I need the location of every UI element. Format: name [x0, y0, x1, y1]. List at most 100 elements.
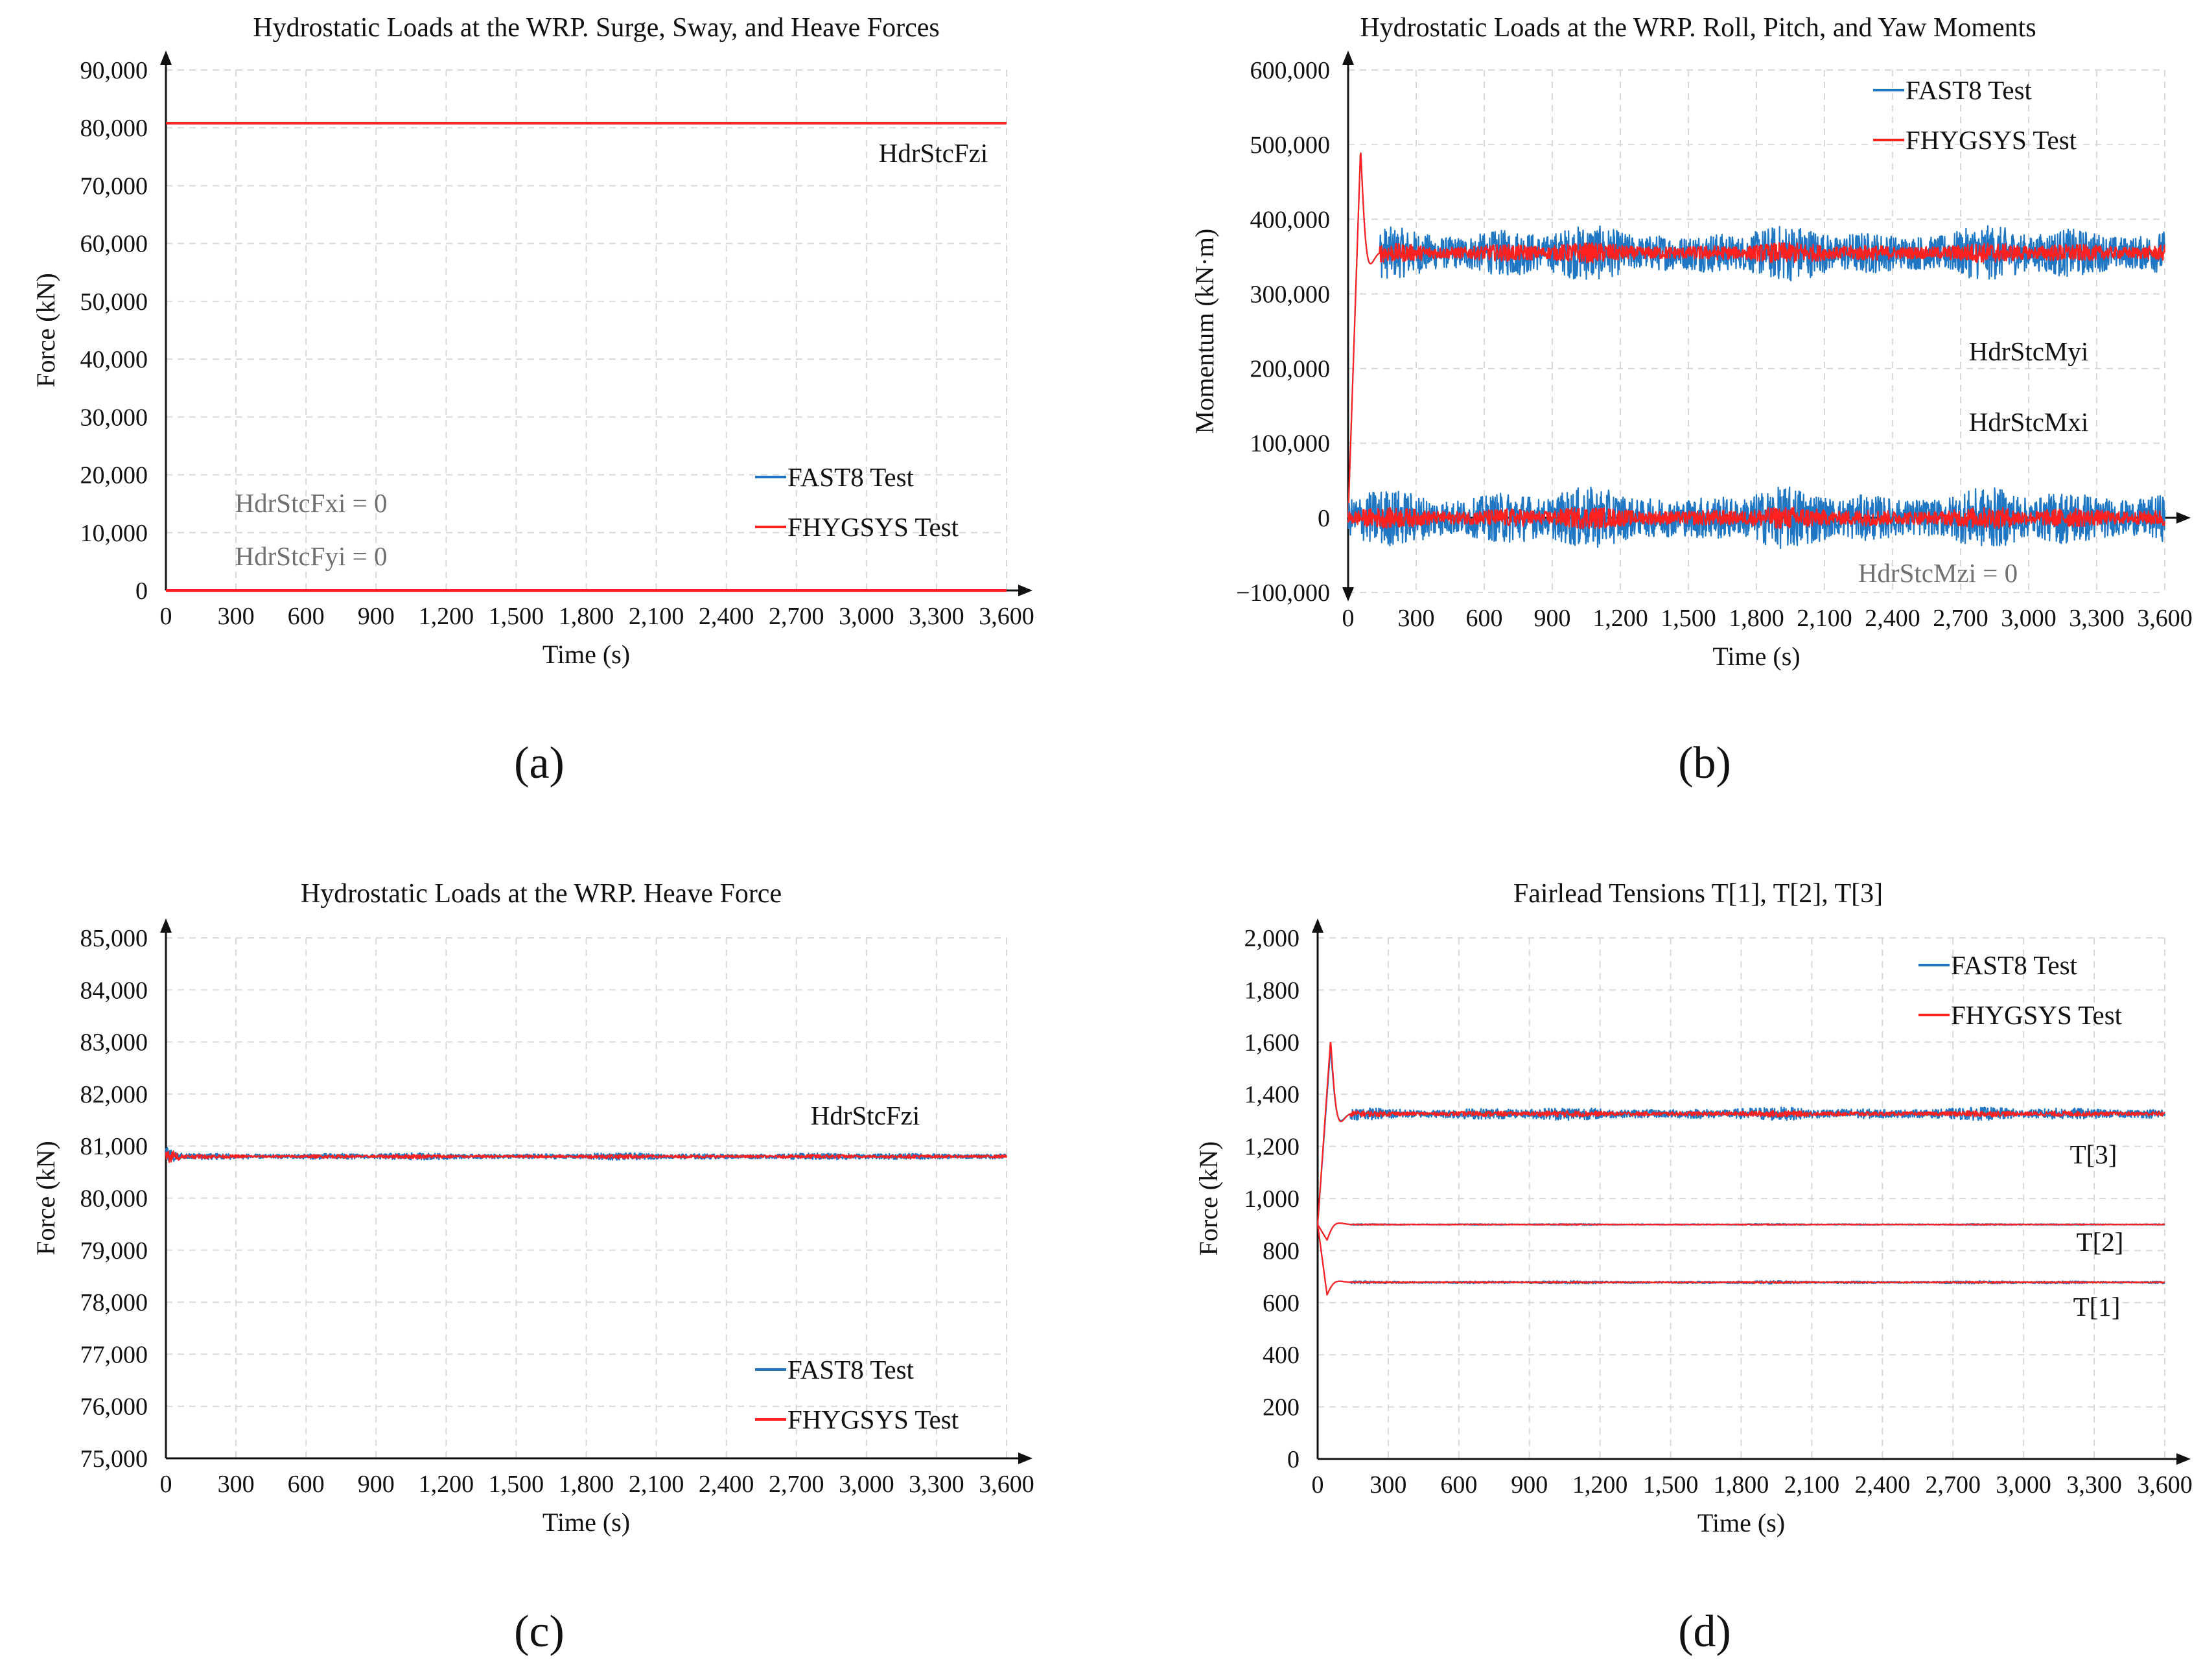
x-tick-label: 300 — [1370, 1471, 1406, 1499]
x-tick-label: 1,200 — [1572, 1471, 1628, 1499]
series-annotation: HdrStcMyi — [1969, 336, 2089, 366]
chart-title: Fairlead Tensions T[1], T[2], T[3] — [1513, 879, 1883, 909]
x-tick-label: 900 — [1511, 1471, 1548, 1499]
x-tick-label: 3,000 — [839, 603, 894, 630]
y-tick-label: 0 — [1287, 1446, 1300, 1473]
chart-a: 0 300 600 900 1,200 1,500 1,800 2,100 2,400 2,700… — [31, 13, 1034, 788]
series-line-hdrstcmxi-fast8 — [1347, 486, 2166, 550]
y-tick-label: 400 — [1263, 1342, 1300, 1369]
x-tick-label: 600 — [1440, 1471, 1477, 1499]
y-tick-label: 10,000 — [80, 520, 148, 547]
series-annotation: T[3] — [2070, 1139, 2117, 1169]
x-tick-label: 2,400 — [1865, 605, 1920, 632]
series-line-t-1--fhygsys — [1316, 1224, 2165, 1296]
x-tick-label: 3,300 — [909, 603, 964, 630]
series-annotation: HdrStcFyi = 0 — [235, 541, 388, 571]
series-annotation: T[1] — [2073, 1292, 2121, 1322]
y-tick-label: 82,000 — [80, 1081, 148, 1108]
chart-b: 0 300 600 900 1,200 1,500 1,800 2,100 2,400 2,700… — [1190, 13, 2193, 788]
y-tick-label: 1,600 — [1244, 1029, 1300, 1056]
y-tick-label: −100,000 — [1236, 579, 1330, 607]
x-tick-label: 3,600 — [979, 1471, 1034, 1498]
series-annotation: HdrStcFxi = 0 — [235, 488, 388, 518]
x-tick-label: 2,100 — [1797, 605, 1852, 632]
y-tick-label: 90,000 — [80, 57, 148, 84]
y-tick-label: 300,000 — [1250, 281, 1331, 308]
series-annotation: HdrStcFzi — [879, 138, 988, 168]
series-line-hdrstcfzi-fhygsys — [165, 1150, 1008, 1163]
x-tick-label: 0 — [160, 1471, 172, 1498]
y-tick-label: 1,400 — [1244, 1081, 1300, 1108]
y-tick-label: 20,000 — [80, 462, 148, 489]
chart-d: 0 300 600 900 1,200 1,500 1,800 2,100 2,400 2,700… — [1194, 879, 2193, 1657]
x-tick-label: 2,400 — [699, 603, 754, 630]
y-axis-label: Momentum (kN·m) — [1190, 229, 1219, 434]
y-tick-label: 500,000 — [1250, 132, 1331, 159]
y-tick-label: 1,800 — [1244, 977, 1300, 1004]
y-tick-label: 83,000 — [80, 1029, 148, 1056]
x-tick-label: 2,700 — [1926, 1471, 1981, 1499]
series-line-hdrstcmyi-fhygsys — [1347, 152, 2166, 518]
x-tick-label: 2,400 — [699, 1471, 754, 1498]
y-axis-arrow — [160, 918, 172, 933]
series-line-t-3--fhygsys — [1316, 1042, 2165, 1225]
x-tick-label: 2,400 — [1855, 1471, 1911, 1499]
x-tick-label: 1,200 — [419, 1471, 474, 1498]
x-tick-label: 1,800 — [1714, 1471, 1769, 1499]
x-tick-label: 2,700 — [769, 603, 824, 630]
x-axis-label: Time (s) — [1712, 642, 1800, 671]
x-tick-label: 2,100 — [629, 1471, 684, 1498]
x-axis-label: Time (s) — [1697, 1508, 1785, 1537]
y-tick-label: 81,000 — [80, 1133, 148, 1160]
legend-label: FAST8 Test — [787, 1355, 915, 1384]
series-annotation: HdrStcMxi — [1969, 407, 2089, 437]
x-tick-label: 0 — [1312, 1471, 1324, 1499]
y-tick-label: 200,000 — [1250, 356, 1331, 383]
panel-label: (d) — [1678, 1607, 1731, 1657]
y-tick-label: 1,000 — [1244, 1185, 1300, 1213]
legend-label: FAST8 Test — [787, 462, 915, 492]
x-axis-label: Time (s) — [542, 1508, 630, 1537]
x-tick-label: 3,300 — [2069, 605, 2125, 632]
series-annotation: HdrStcFzi — [811, 1101, 920, 1130]
y-axis-arrow — [1342, 51, 1354, 65]
y-tick-label: 40,000 — [80, 346, 148, 373]
y-axis-arrow-down — [1342, 587, 1354, 601]
chart-title: Hydrostatic Loads at the WRP. Roll, Pitc… — [1360, 13, 2036, 43]
x-tick-label: 1,800 — [559, 603, 614, 630]
y-tick-label: 0 — [1318, 505, 1330, 532]
x-tick-label: 2,700 — [1933, 605, 1988, 632]
x-tick-label: 3,000 — [839, 1471, 894, 1498]
x-tick-label: 3,300 — [2066, 1471, 2122, 1499]
x-tick-label: 600 — [288, 603, 325, 630]
x-tick-label: 1,800 — [559, 1471, 614, 1498]
y-tick-label: 70,000 — [80, 172, 148, 200]
x-axis-arrow — [1018, 1452, 1032, 1464]
x-tick-label: 0 — [1342, 605, 1355, 632]
legend-label: FHYGSYS Test — [787, 1405, 959, 1434]
y-tick-label: 1,200 — [1244, 1134, 1300, 1161]
series-line-hdrstcmyi-fast8 — [1347, 152, 2166, 518]
x-tick-label: 900 — [1534, 605, 1571, 632]
y-tick-label: 2,000 — [1244, 925, 1300, 952]
chart-title: Hydrostatic Loads at the WRP. Heave Forc… — [301, 879, 782, 909]
x-tick-label: 300 — [218, 1471, 255, 1498]
y-tick-label: 200 — [1263, 1394, 1300, 1421]
series-annotation: T[2] — [2077, 1227, 2124, 1257]
legend-label: FAST8 Test — [1951, 950, 2078, 980]
x-axis-arrow — [2176, 1453, 2191, 1465]
y-tick-label: 600,000 — [1250, 57, 1331, 84]
y-axis-label: Force (kN) — [31, 1141, 60, 1255]
y-tick-label: 75,000 — [80, 1445, 148, 1473]
y-tick-label: 85,000 — [80, 925, 148, 952]
y-tick-label: 79,000 — [80, 1237, 148, 1265]
y-axis-arrow — [160, 51, 172, 65]
y-axis-label: Force (kN) — [31, 273, 60, 388]
x-tick-label: 2,100 — [1784, 1471, 1840, 1499]
x-tick-label: 300 — [1398, 605, 1435, 632]
legend-label: FHYGSYS Test — [1906, 125, 2077, 155]
x-tick-label: 3,600 — [2137, 1471, 2193, 1499]
x-tick-label: 900 — [358, 1471, 395, 1498]
